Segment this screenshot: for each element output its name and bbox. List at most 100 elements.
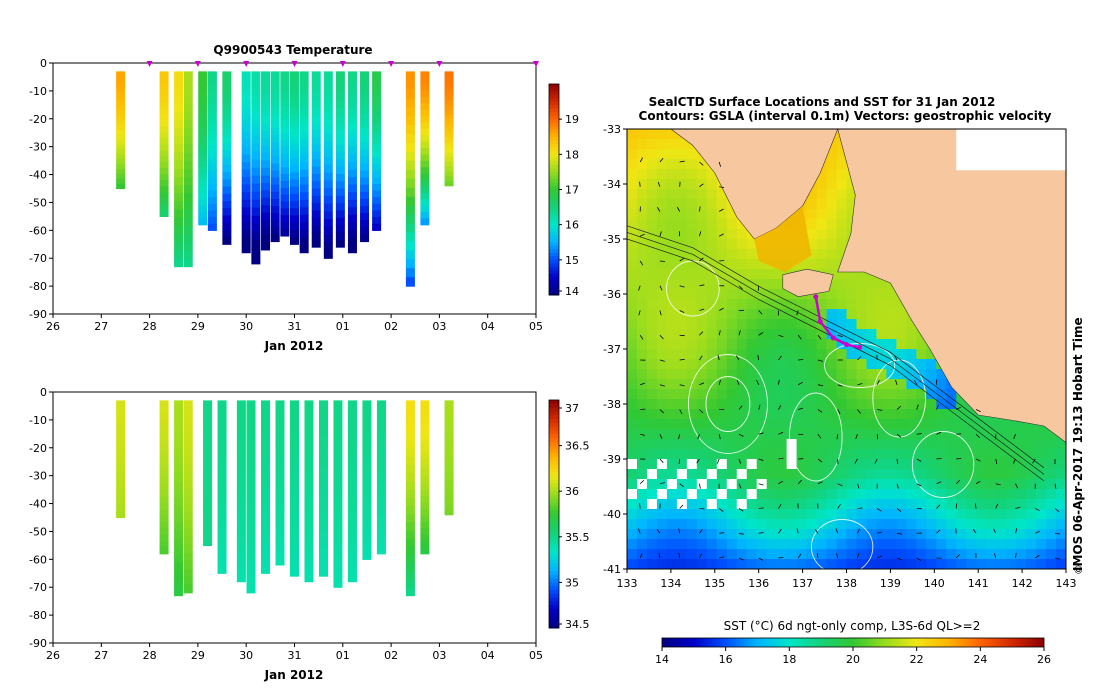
profile-cell: [246, 552, 256, 562]
sst-cell: [796, 479, 808, 490]
profile-cell: [405, 169, 415, 180]
velocity-vector: [679, 384, 685, 387]
profile-cell: [299, 109, 309, 118]
sst-cell: [1026, 469, 1037, 480]
sst-cell: [936, 469, 947, 480]
profile-cell: [183, 87, 193, 97]
colorbar-cell: [549, 175, 559, 180]
profile-cell: [203, 484, 213, 492]
sst-cell: [966, 509, 977, 520]
sst-cell: [886, 299, 897, 310]
profile-cell: [420, 457, 430, 465]
sst-cell: [1006, 459, 1017, 470]
profile-cell: [236, 513, 246, 522]
sst-cell: [926, 449, 937, 460]
sst-cell: [906, 429, 917, 440]
colorbar-cell: [549, 150, 559, 155]
velocity-vector: [678, 434, 681, 440]
profile-cell: [203, 448, 213, 456]
velocity-vector: [857, 356, 862, 361]
sst-cell: [716, 429, 728, 440]
profile-cell: [347, 468, 357, 477]
sst-cell: [766, 389, 778, 400]
sst-cell: [1056, 449, 1066, 460]
profile-cell: [159, 192, 169, 199]
sst-cell: [676, 279, 688, 290]
profile-cell: [217, 436, 227, 445]
profile-cell: [347, 245, 357, 254]
profile-cell: [116, 86, 126, 92]
velocity-vector: [877, 531, 883, 534]
sst-cell: [696, 539, 708, 550]
colorbar-cell: [549, 231, 559, 236]
velocity-vector: [936, 404, 939, 410]
profile-cell: [183, 95, 193, 105]
profile-cell: [362, 552, 372, 560]
profile-cell: [203, 460, 213, 468]
profile-cell: [241, 109, 251, 118]
sst-cell: [796, 379, 808, 390]
sst-cell: [766, 379, 778, 390]
colorbar-cell: [549, 185, 559, 190]
sst-cell: [656, 149, 668, 160]
colorbar-cell: [549, 182, 559, 187]
profile-cell: [372, 104, 382, 112]
sst-cell: [646, 499, 658, 510]
velocity-vector: [1035, 530, 1040, 534]
sst-cell: [776, 349, 788, 360]
sst-cell: [736, 539, 748, 550]
profile-cell: [159, 445, 169, 453]
profile-cell: [318, 554, 328, 563]
sst-cell: [896, 379, 907, 390]
sst-cell: [826, 529, 838, 540]
sst-cell: [996, 529, 1007, 540]
profile-cell: [304, 483, 314, 492]
profile-cell: [222, 100, 232, 108]
sst-cell: [686, 169, 698, 180]
colorbar-cell: [549, 133, 559, 138]
sst-cell: [706, 239, 718, 250]
sst-cell: [826, 449, 838, 460]
sst-cell: [1056, 539, 1066, 550]
velocity-vector: [639, 480, 645, 485]
sst-cell: [826, 369, 838, 380]
profile-cell: [311, 115, 321, 124]
velocity-vector: [877, 409, 883, 411]
sst-cell: [886, 419, 897, 430]
sst-cell: [976, 509, 987, 520]
colorbar-tick-label: 36: [565, 485, 579, 498]
y-tick-label: -80: [29, 280, 47, 293]
profile-cell: [116, 468, 126, 475]
sst-cell: [906, 539, 917, 550]
profile-cell: [333, 478, 343, 487]
profile-cell: [376, 445, 386, 453]
sst-cell: [936, 549, 947, 560]
profile-cell: [116, 178, 126, 185]
profile-cell: [183, 400, 193, 409]
profile-cell: [174, 432, 184, 442]
profile-cell: [116, 105, 126, 112]
profile-cell: [420, 445, 430, 453]
profile-cell: [333, 563, 343, 573]
profile-cell: [311, 144, 321, 153]
profile-cell: [362, 466, 372, 474]
profile-cell: [261, 78, 271, 87]
colorbar-cell: [549, 533, 559, 538]
sst-cell: [686, 509, 698, 520]
profile-cell: [405, 151, 415, 162]
profile-cell: [217, 472, 227, 481]
sst-cell: [736, 239, 748, 250]
sst-cell: [776, 509, 788, 520]
profile-cell: [159, 162, 169, 169]
sst-cell: [1016, 559, 1027, 569]
sst-cell: [666, 129, 678, 140]
profile-cell: [444, 95, 454, 101]
sst-cell: [816, 359, 828, 370]
sst-cell: [676, 179, 688, 190]
profile-cell: [246, 536, 256, 546]
profile-cell: [420, 540, 430, 548]
sst-cell: [836, 369, 847, 380]
sst-cell: [846, 439, 857, 450]
sst-cell: [716, 289, 728, 300]
sst-cell: [906, 489, 917, 500]
